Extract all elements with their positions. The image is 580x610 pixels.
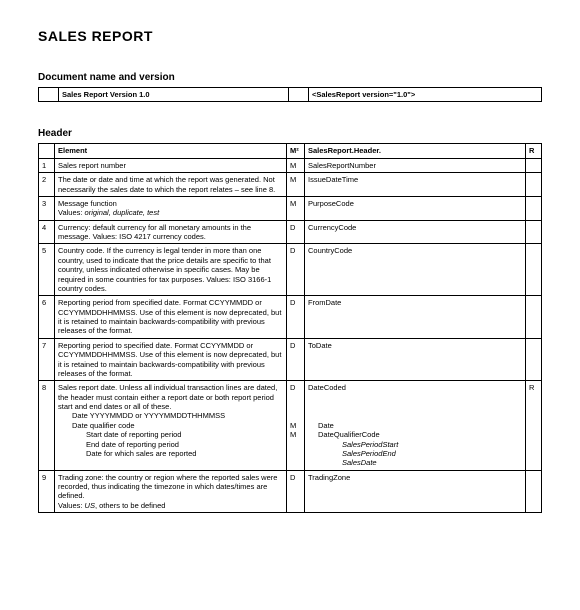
col-n (39, 144, 55, 158)
col-m: M² (287, 144, 305, 158)
cell-sr: FromDate (305, 296, 526, 339)
cell-m: M (287, 158, 305, 172)
cell-r (526, 173, 542, 197)
cell-element: Trading zone: the country or region wher… (55, 470, 287, 513)
cell-num: 5 (39, 244, 55, 296)
cell-m: D (287, 220, 305, 244)
cell-num: 7 (39, 338, 55, 381)
page-title: SALES REPORT (38, 28, 542, 44)
table-header-row: Element M² SalesReport.Header. R (39, 144, 542, 158)
cell-m: M (287, 196, 305, 220)
cell-element: The date or date and time at which the r… (55, 173, 287, 197)
cell-m: D (287, 470, 305, 513)
cell-m: DMM (287, 381, 305, 470)
cell-docname: Sales Report Version 1.0 (59, 88, 289, 102)
cell-element: Reporting period from specified date. Fo… (55, 296, 287, 339)
cell-r (526, 470, 542, 513)
cell-num: 1 (39, 158, 55, 172)
table-row: 9Trading zone: the country or region whe… (39, 470, 542, 513)
cell-element: Message functionValues: original, duplic… (55, 196, 287, 220)
cell-blank (289, 88, 309, 102)
cell-sr: ToDate (305, 338, 526, 381)
cell-element: Sales report date. Unless all individual… (55, 381, 287, 470)
doc-table: Sales Report Version 1.0 <SalesReport ve… (38, 87, 542, 102)
table-row: 4Currency: default currency for all mone… (39, 220, 542, 244)
cell-num: 8 (39, 381, 55, 470)
col-sr: SalesReport.Header. (305, 144, 526, 158)
cell-element: Currency: default currency for all monet… (55, 220, 287, 244)
cell-r (526, 338, 542, 381)
cell-blank (39, 88, 59, 102)
doc-heading: Document name and version (38, 72, 542, 83)
table-row: Sales Report Version 1.0 <SalesReport ve… (39, 88, 542, 102)
cell-sr: SalesReportNumber (305, 158, 526, 172)
cell-num: 9 (39, 470, 55, 513)
col-element: Element (55, 144, 287, 158)
cell-num: 3 (39, 196, 55, 220)
table-row: 8Sales report date. Unless all individua… (39, 381, 542, 470)
cell-m: D (287, 296, 305, 339)
cell-sr: CurrencyCode (305, 220, 526, 244)
cell-sr: DateCodedDateDateQualifierCodeSalesPerio… (305, 381, 526, 470)
table-row: 3Message functionValues: original, dupli… (39, 196, 542, 220)
cell-element: Sales report number (55, 158, 287, 172)
cell-r: R (526, 381, 542, 470)
table-row: 2The date or date and time at which the … (39, 173, 542, 197)
cell-num: 6 (39, 296, 55, 339)
cell-r (526, 158, 542, 172)
cell-r (526, 296, 542, 339)
cell-num: 2 (39, 173, 55, 197)
cell-r (526, 196, 542, 220)
cell-num: 4 (39, 220, 55, 244)
table-row: 7Reporting period to specified date. For… (39, 338, 542, 381)
cell-m: D (287, 338, 305, 381)
cell-element: Country code. If the currency is legal t… (55, 244, 287, 296)
cell-r (526, 220, 542, 244)
table-row: 5Country code. If the currency is legal … (39, 244, 542, 296)
cell-sr: PurposeCode (305, 196, 526, 220)
cell-m: M (287, 173, 305, 197)
cell-sr: TradingZone (305, 470, 526, 513)
cell-m: D (287, 244, 305, 296)
col-r: R (526, 144, 542, 158)
header-heading: Header (38, 128, 542, 139)
table-row: 1Sales report numberMSalesReportNumber (39, 158, 542, 172)
cell-sr: IssueDateTime (305, 173, 526, 197)
table-row: 6Reporting period from specified date. F… (39, 296, 542, 339)
header-table: Element M² SalesReport.Header. R 1Sales … (38, 143, 542, 513)
cell-element: Reporting period to specified date. Form… (55, 338, 287, 381)
cell-sr: CountryCode (305, 244, 526, 296)
cell-docver: <SalesReport version="1.0"> (309, 88, 542, 102)
cell-r (526, 244, 542, 296)
